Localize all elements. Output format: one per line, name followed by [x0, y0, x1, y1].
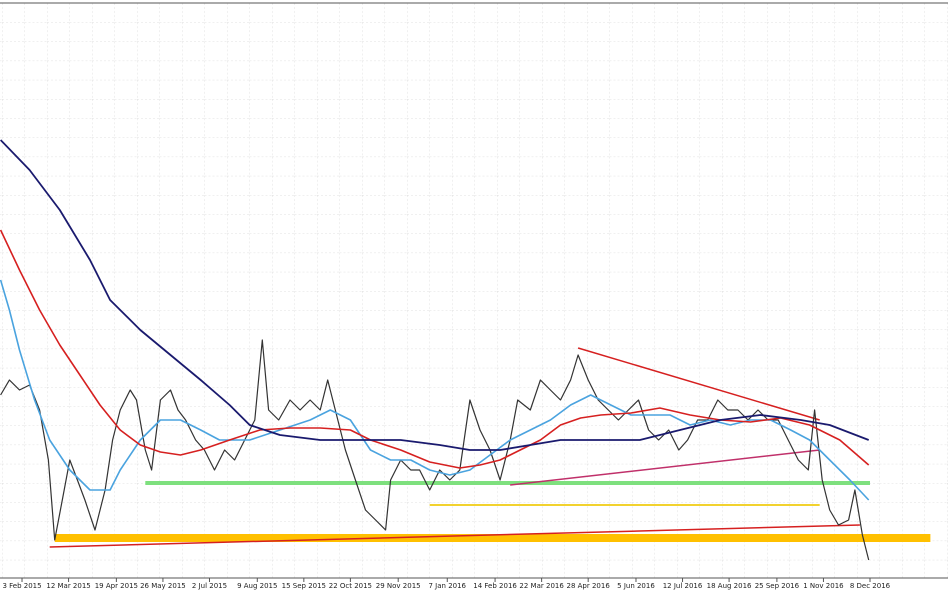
x-tick-label: 15 Sep 2015: [282, 582, 326, 590]
x-tick-label: 22 Oct 2015: [329, 582, 372, 590]
x-tick-label: 3 Feb 2015: [2, 582, 41, 590]
x-tick-label: 8 Dec 2016: [850, 582, 891, 590]
x-tick-label: 19 Apr 2015: [95, 582, 138, 590]
x-tick-label: 12 Jul 2016: [663, 582, 703, 590]
x-tick-label: 26 May 2015: [140, 582, 186, 590]
x-tick-label: 29 Nov 2015: [376, 582, 421, 590]
x-tick-label: 14 Feb 2016: [473, 582, 517, 590]
plot-area: [0, 3, 948, 578]
drawn-line: [49, 524, 860, 548]
series-line: [0, 229, 870, 469]
x-tick-label: 2 Jul 2015: [192, 582, 227, 590]
series-line: [0, 339, 870, 561]
grid: [0, 3, 948, 578]
drawn-line: [577, 347, 820, 421]
series-line: [0, 279, 870, 501]
x-tick-label: 22 Mar 2016: [519, 582, 564, 590]
x-tick-label: 5 Jun 2016: [617, 582, 655, 590]
series-line: [0, 139, 870, 451]
drawn-line: [510, 449, 820, 486]
x-tick-label: 7 Jan 2016: [429, 582, 467, 590]
x-tick-label: 1 Nov 2016: [803, 582, 844, 590]
x-tick-label: 25 Sep 2016: [755, 582, 800, 590]
x-tick-label: 12 Mar 2015: [46, 582, 90, 590]
x-tick-label: 28 Apr 2016: [567, 582, 611, 590]
x-tick-label: 18 Aug 2016: [707, 582, 752, 590]
x-tick-label: 9 Aug 2015: [237, 582, 277, 590]
